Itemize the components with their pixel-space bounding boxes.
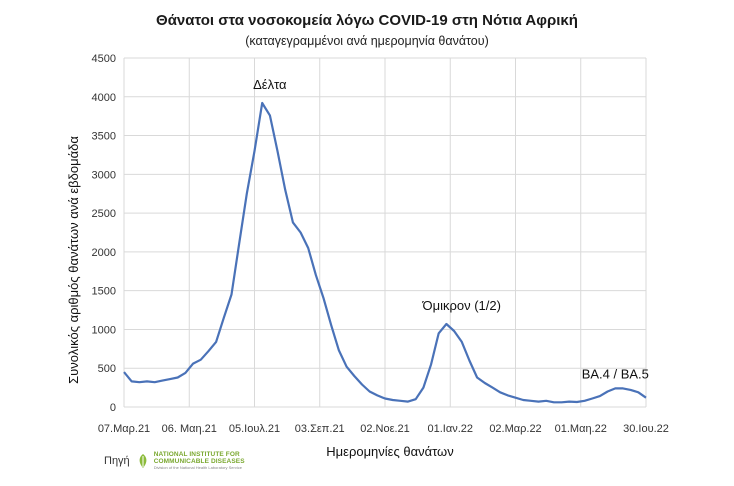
y-tick-label: 4500 — [92, 53, 116, 65]
x-tick-labels: 07.Μαρ.21 06. Μαη.21 05.Ιουλ.21 03.Σεπ.21 02… — [98, 423, 669, 435]
nicd-logo: NATIONAL INSTITUTE FOR COMMUNICABLE DISE… — [136, 451, 245, 470]
y-tick-label: 1000 — [92, 324, 116, 336]
source-label: Πηγή — [104, 454, 130, 467]
y-tick-label: 4000 — [92, 92, 116, 104]
nicd-name-line2: COMMUNICABLE DISEASES — [153, 457, 245, 465]
x-tick-label: 05.Ιουλ.21 — [229, 423, 280, 435]
y-tick-labels: 0 500 1000 1500 2000 2500 3000 3500 4000 4500 — [92, 53, 116, 414]
annotation-label: BA.4 / BA.5 — [582, 366, 649, 381]
chart-subtitle: (καταγεγραμμένοι ανά ημερομηνία θανάτου) — [245, 34, 489, 48]
x-tick-label: 03.Σεπ.21 — [295, 423, 345, 435]
grid-lines — [123, 57, 647, 408]
x-tick-label: 02.Νοε.21 — [360, 423, 410, 435]
deaths-line — [123, 101, 647, 404]
y-tick-label: 0 — [110, 402, 116, 414]
y-tick-label: 2500 — [92, 208, 116, 220]
y-tick-label: 3000 — [92, 169, 116, 181]
nicd-leaf-icon — [139, 453, 147, 468]
nicd-subtitle: Division of the National Health Laborato… — [153, 464, 242, 470]
chart-title: Θάνατοι στα νοσοκομεία λόγω COVID-19 στη… — [156, 12, 578, 29]
x-tick-label: 07.Μαρ.21 — [98, 423, 150, 435]
y-axis-title: Συνολικός αριθμός θανάτων ανά εβδομάδα — [66, 136, 81, 384]
x-tick-label: 02.Μαρ.22 — [489, 423, 541, 435]
x-tick-label: 01.Ιαν.22 — [428, 423, 474, 435]
x-tick-label: 30.Ιου.22 — [623, 423, 669, 435]
source-block: Πηγή NATIONAL INSTITUTE FOR COMMUNICABLE… — [104, 451, 245, 470]
y-tick-label: 1500 — [92, 286, 116, 298]
series-group — [123, 101, 647, 404]
y-tick-label: 500 — [98, 363, 116, 375]
x-axis-title: Ημερομηνίες θανάτων — [326, 444, 453, 459]
x-tick-label: 01.Μαη.22 — [555, 423, 607, 435]
y-tick-label: 2000 — [92, 247, 116, 259]
annotation-label: Δέλτα — [253, 77, 287, 92]
x-tick-label: 06. Μαη.21 — [162, 423, 217, 435]
annotations: Δέλτα Όμικρον (1/2) BA.4 / BA.5 — [253, 77, 649, 381]
nicd-name-line1: NATIONAL INSTITUTE FOR — [153, 451, 240, 458]
annotation-label: Όμικρον (1/2) — [422, 298, 501, 313]
y-tick-label: 3500 — [92, 131, 116, 143]
